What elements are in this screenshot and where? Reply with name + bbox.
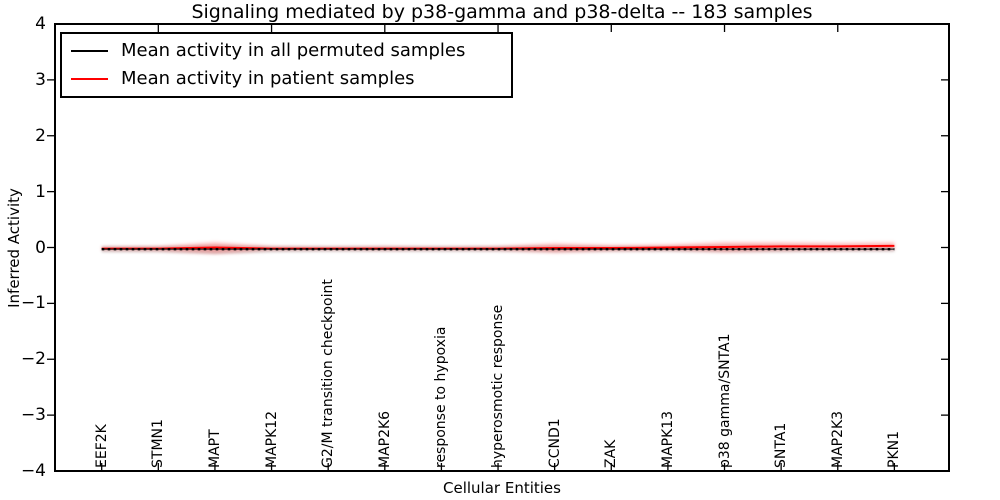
legend-row-patient: Mean activity in patient samples — [62, 67, 511, 89]
x-tick-label: PKN1 — [886, 430, 903, 468]
x-tick-label: ZAK — [603, 439, 620, 468]
x-tick-label: MAPK12 — [263, 410, 280, 468]
y-tick-label: 1 — [35, 181, 46, 202]
x-tick-label: CCND1 — [546, 418, 563, 468]
y-tick-label: 0 — [35, 237, 46, 258]
legend-box: Mean activity in all permuted samples Me… — [60, 32, 513, 98]
y-tick-label: −4 — [20, 461, 46, 481]
x-tick-label: response to hypoxia — [433, 326, 450, 468]
x-tick-label: MAP2K3 — [829, 410, 846, 468]
plot-frame — [54, 23, 950, 472]
x-tick-label: MAP2K6 — [376, 410, 393, 468]
legend-label-patient: Mean activity in patient samples — [121, 67, 415, 89]
x-tick-label: p38 gamma/SNTA1 — [716, 333, 733, 469]
x-tick-label: G2/M transition checkpoint — [320, 279, 337, 468]
x-axis-label: Cellular Entities — [443, 479, 561, 497]
y-tick-label: 2 — [35, 125, 46, 146]
chart-title: Signaling mediated by p38-gamma and p38-… — [191, 1, 813, 23]
permuted-line-swatch — [71, 50, 108, 53]
x-tick-label: EEF2K — [93, 424, 110, 468]
x-tick-label: MAPK13 — [659, 410, 676, 468]
y-tick-label: 4 — [35, 14, 46, 34]
y-tick-label: −2 — [20, 349, 46, 370]
legend-label-permuted: Mean activity in all permuted samples — [121, 40, 466, 62]
x-tick-label: hyperosmotic response — [490, 304, 507, 468]
x-tick-label: MAPT — [206, 429, 223, 468]
y-tick-label: −1 — [20, 293, 46, 314]
y-tick-label: 3 — [35, 69, 46, 90]
x-tick-label: STMN1 — [150, 419, 167, 468]
legend-row-permuted: Mean activity in all permuted samples — [62, 41, 511, 61]
y-tick-label: −3 — [20, 405, 46, 426]
x-tick-label: SNTA1 — [773, 422, 790, 468]
patient-line-swatch — [71, 77, 108, 80]
